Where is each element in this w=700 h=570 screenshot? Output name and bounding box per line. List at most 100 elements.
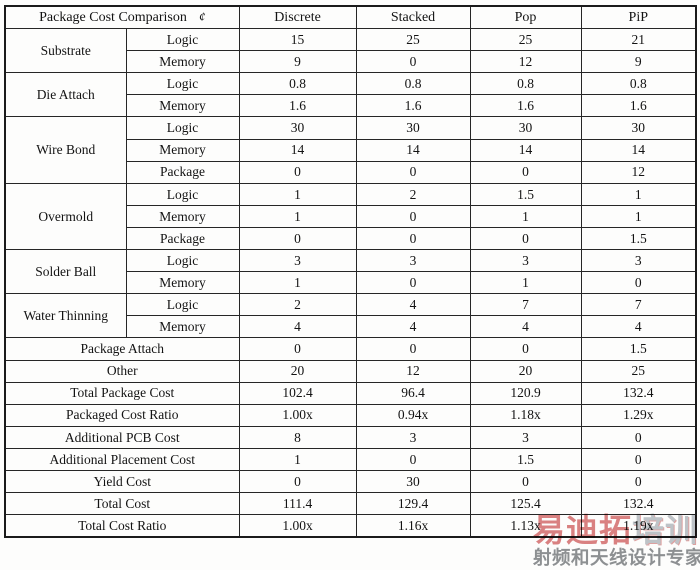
value-cell: 1.6 xyxy=(580,94,697,118)
value-cell: 4 xyxy=(355,293,471,317)
cent-symbol: ¢ xyxy=(198,9,206,25)
value-cell: 14 xyxy=(469,138,582,162)
subcategory-label: Memory xyxy=(125,94,240,118)
subcategory-label: Logic xyxy=(125,72,240,96)
value-cell: 12 xyxy=(580,160,697,184)
value-cell: 0 xyxy=(580,447,697,471)
table-row: Solder Ball Logic 3 3 3 3 xyxy=(4,249,697,295)
value-cell: 1 xyxy=(238,447,357,471)
subcategory-label: Memory xyxy=(125,271,240,295)
value-cell: 0 xyxy=(238,337,357,361)
subcategory-label: Logic xyxy=(125,182,240,206)
value-cell: 0 xyxy=(355,337,471,361)
summary-label-yield-cost: Yield Cost xyxy=(4,469,240,494)
subcategory-label: Package xyxy=(125,226,240,251)
value-cell: 12 xyxy=(355,359,471,383)
value-cell: 0 xyxy=(355,447,471,471)
value-cell: 3 xyxy=(469,249,582,273)
value-cell: 2 xyxy=(355,182,471,206)
value-cell: 0 xyxy=(469,160,582,184)
table-row: Total Cost Ratio 1.00x 1.16x 1.13x 1.19x xyxy=(4,514,697,538)
value-cell: 21 xyxy=(580,28,697,52)
value-cell: 1 xyxy=(238,271,357,295)
value-cell: 1.13x xyxy=(469,514,582,538)
value-cell: 0 xyxy=(469,469,582,494)
value-cell: 3 xyxy=(469,425,582,449)
value-cell: 111.4 xyxy=(238,492,357,516)
value-cell: 14 xyxy=(580,138,697,162)
table-row: Package 0 0 0 12 xyxy=(5,160,697,184)
value-cell: 0 xyxy=(469,337,582,361)
value-cell: 0 xyxy=(355,204,471,228)
table-title: Package Cost Comparison ¢ xyxy=(4,5,240,30)
table-row: Memory 4 4 4 4 xyxy=(5,315,697,339)
value-cell: 30 xyxy=(580,116,697,140)
value-cell: 25 xyxy=(355,28,471,52)
table-row: Memory 14 14 14 14 xyxy=(5,138,697,162)
value-cell: 4 xyxy=(469,315,582,339)
value-cell: 1.00x xyxy=(238,403,357,427)
table-row: Substrate Logic 15 25 25 21 xyxy=(4,28,697,74)
subcategory-label: Package xyxy=(125,160,240,184)
value-cell: 30 xyxy=(355,116,471,140)
value-cell: 0 xyxy=(355,271,471,295)
table-row: Additional PCB Cost 8 3 3 0 xyxy=(4,425,697,449)
table-row: Yield Cost 0 30 0 0 xyxy=(4,469,697,494)
value-cell: 1 xyxy=(238,204,357,228)
value-cell: 1.29x xyxy=(580,403,697,427)
table-row: Water Thinning Logic 2 4 7 7 xyxy=(4,293,697,339)
value-cell: 4 xyxy=(355,315,471,339)
subcategory-label: Memory xyxy=(125,204,240,228)
value-cell: 132.4 xyxy=(580,381,697,405)
value-cell: 1.5 xyxy=(580,226,697,251)
value-cell: 0.8 xyxy=(238,72,357,96)
table-row: Total Cost 111.4 129.4 125.4 132.4 xyxy=(4,492,697,516)
table-row: Die Attach Logic 0.8 0.8 0.8 0.8 xyxy=(4,72,697,118)
group-label-die-attach: Die Attach xyxy=(4,72,127,118)
value-cell: 0 xyxy=(355,50,471,74)
value-cell: 14 xyxy=(355,138,471,162)
value-cell: 0 xyxy=(355,160,471,184)
column-header-discrete: Discrete xyxy=(238,5,357,30)
subcategory-label: Memory xyxy=(125,50,240,74)
summary-label-additional-pcb-cost: Additional PCB Cost xyxy=(4,425,240,449)
column-header-pop: Pop xyxy=(469,5,582,30)
table-row: Overmold Logic 1 2 1.5 1 xyxy=(4,182,697,251)
table-row: Package Attach 0 0 0 1.5 xyxy=(4,337,697,361)
value-cell: 1.5 xyxy=(469,182,582,206)
value-cell: 1.00x xyxy=(238,514,357,538)
value-cell: 20 xyxy=(238,359,357,383)
table-row: Additional Placement Cost 1 0 1.5 0 xyxy=(4,447,697,471)
subcategory-label: Memory xyxy=(125,315,240,339)
value-cell: 1.18x xyxy=(469,403,582,427)
subcategory-label: Logic xyxy=(125,28,240,52)
value-cell: 1.16x xyxy=(355,514,471,538)
value-cell: 129.4 xyxy=(355,492,471,516)
subcategory-label: Memory xyxy=(125,138,240,162)
package-cost-table: Package Cost Comparison ¢ Discrete Stacke… xyxy=(4,5,698,539)
value-cell: 30 xyxy=(469,116,582,140)
value-cell: 30 xyxy=(355,469,471,494)
table-row: Wire Bond Logic 30 30 30 30 xyxy=(4,116,697,184)
value-cell: 0 xyxy=(238,469,357,494)
value-cell: 1 xyxy=(580,182,697,206)
value-cell: 0.8 xyxy=(580,72,697,96)
value-cell: 12 xyxy=(469,50,582,74)
value-cell: 14 xyxy=(238,138,357,162)
value-cell: 25 xyxy=(469,28,582,52)
summary-label-other: Other xyxy=(4,359,240,383)
value-cell: 1.19x xyxy=(580,514,697,538)
value-cell: 0 xyxy=(580,469,697,494)
value-cell: 30 xyxy=(238,116,357,140)
value-cell: 15 xyxy=(238,28,357,52)
value-cell: 1 xyxy=(238,182,357,206)
value-cell: 0 xyxy=(238,226,357,251)
subcategory-label: Logic xyxy=(125,116,240,140)
column-header-stacked: Stacked xyxy=(355,5,471,30)
value-cell: 0.94x xyxy=(355,403,471,427)
value-cell: 9 xyxy=(580,50,697,74)
table-title-text: Package Cost Comparison xyxy=(39,10,187,26)
subcategory-label: Logic xyxy=(125,249,240,273)
summary-label-package-attach: Package Attach xyxy=(4,337,240,361)
